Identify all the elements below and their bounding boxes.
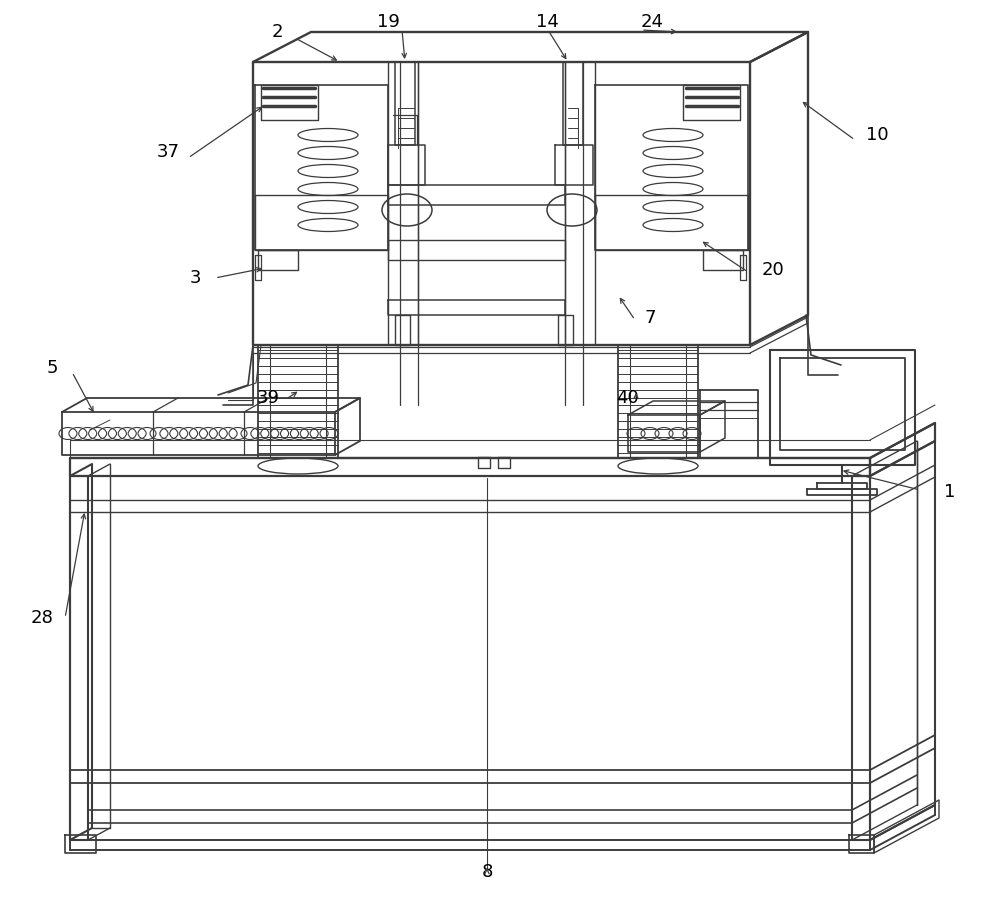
- Text: 7: 7: [644, 309, 656, 327]
- Text: 37: 37: [156, 143, 180, 161]
- Text: 5: 5: [46, 359, 58, 377]
- Text: 24: 24: [640, 13, 664, 31]
- Text: 20: 20: [762, 261, 784, 279]
- Text: 1: 1: [944, 483, 956, 501]
- Text: 3: 3: [189, 269, 201, 287]
- Text: 14: 14: [536, 13, 558, 31]
- Text: 2: 2: [271, 23, 283, 41]
- Text: 40: 40: [616, 389, 638, 407]
- Text: 39: 39: [256, 389, 280, 407]
- Text: 8: 8: [481, 863, 493, 881]
- Text: 28: 28: [31, 609, 53, 627]
- Text: 19: 19: [377, 13, 399, 31]
- Text: 10: 10: [866, 126, 888, 144]
